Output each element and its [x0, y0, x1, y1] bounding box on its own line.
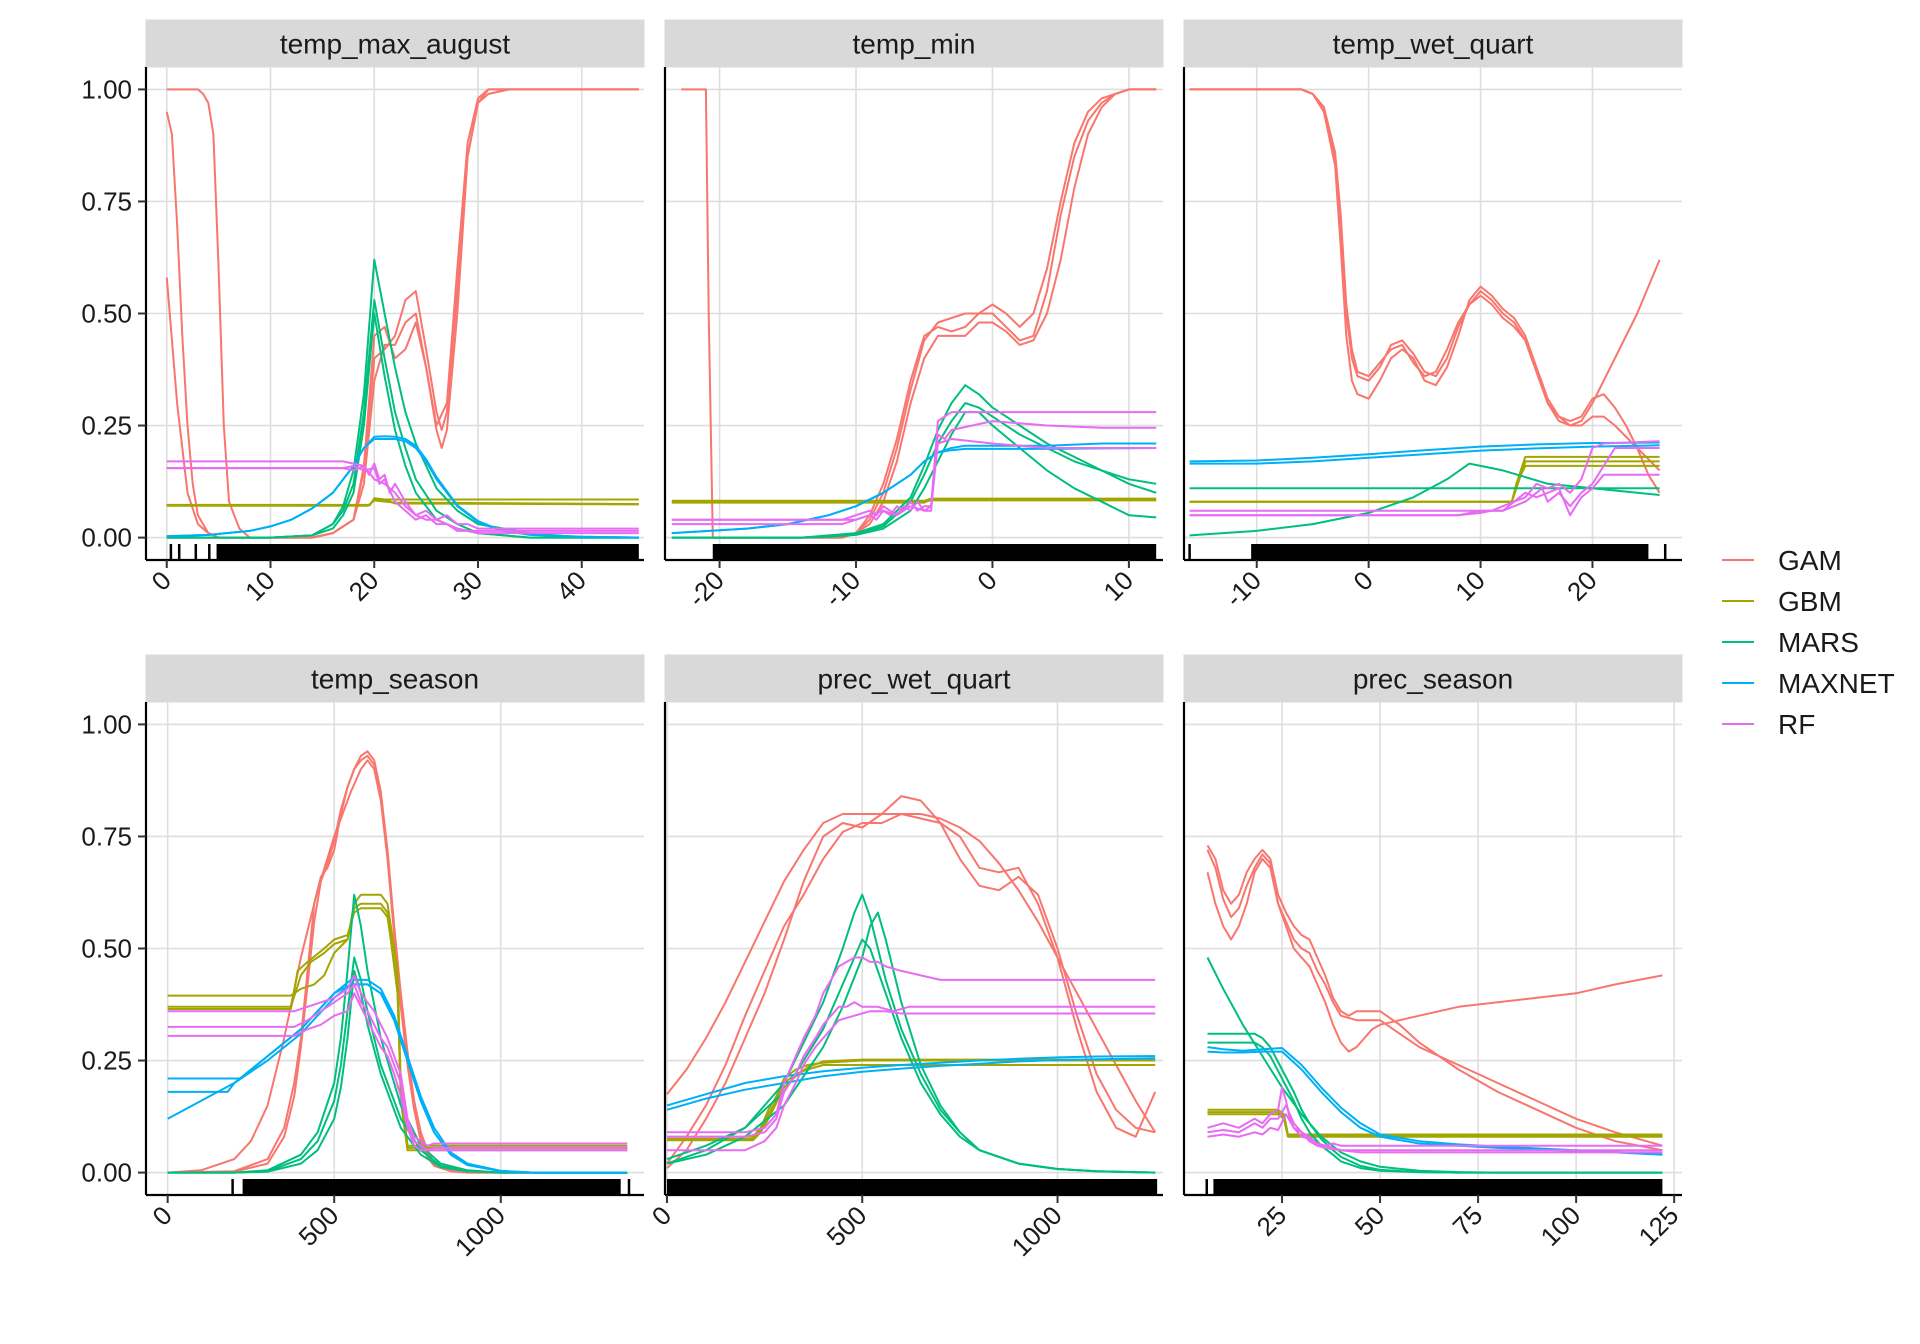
strip-prec-season — [1183, 654, 1683, 703]
line-gam — [1206, 849, 1663, 1147]
line-gam — [681, 88, 714, 538]
line-maxnet — [666, 1057, 1156, 1111]
strip-temp-min — [664, 19, 1164, 68]
strip-temp-season — [145, 654, 645, 703]
series-temp-wet-quart — [1189, 88, 1661, 537]
legend-item-gbm: GBM — [1722, 586, 1842, 617]
line-rf — [1207, 1104, 1663, 1154]
gridlines-temp-wet-quart — [1184, 67, 1682, 560]
line-maxnet — [167, 983, 628, 1174]
line-rf — [667, 1010, 1156, 1152]
line-gbm — [166, 499, 639, 507]
line-gam — [666, 795, 1156, 1169]
line-rf — [671, 438, 1157, 521]
line-maxnet — [671, 447, 1157, 535]
y-tick-label: 0.25 — [81, 1046, 132, 1076]
line-mars — [167, 956, 628, 1174]
series-temp-min — [671, 88, 1157, 539]
strip-title-temp-season: temp_season — [311, 664, 479, 695]
line-gbm — [671, 497, 1157, 502]
legend-label-gbm: GBM — [1778, 586, 1842, 617]
y-tick-label: 1.00 — [81, 74, 132, 104]
line-rf — [166, 464, 639, 535]
line-gam — [1189, 88, 1661, 472]
line-rf — [167, 974, 628, 1147]
legend-item-maxnet: MAXNET — [1722, 668, 1895, 699]
legend-label-maxnet: MAXNET — [1778, 668, 1895, 699]
rug-temp-min — [712, 544, 1157, 560]
line-gam — [666, 813, 1157, 1133]
strip-temp-wet-quart — [1183, 19, 1683, 68]
line-mars — [671, 411, 1157, 539]
line-rf — [1189, 473, 1660, 517]
gridlines-temp-min — [665, 67, 1163, 560]
line-rf — [671, 420, 1157, 521]
line-gam — [167, 759, 628, 1174]
line-maxnet — [666, 1055, 1156, 1107]
rug-band — [242, 1179, 621, 1195]
line-gam — [1206, 844, 1663, 1152]
line-rf — [667, 956, 1156, 1134]
strip-title-prec-season: prec_season — [1353, 664, 1513, 695]
y-tick-label: 1.00 — [81, 709, 132, 739]
line-mars — [1207, 1041, 1663, 1174]
legend-label-mars: MARS — [1778, 627, 1859, 658]
series-temp-season — [167, 750, 628, 1174]
rug-prec-season — [1205, 1179, 1663, 1195]
panel-temp-min: temp_min-20 -10 0 10 — [663, 19, 1164, 613]
y-tick-label: 0.25 — [81, 411, 132, 441]
strip-temp-max-august — [145, 19, 645, 68]
line-gam — [1206, 857, 1663, 1053]
strip-prec-wet-quart — [664, 654, 1164, 703]
rug-band — [1213, 1179, 1663, 1195]
line-gam — [666, 813, 1157, 1165]
series-prec-season — [1206, 844, 1663, 1174]
rug-band — [1251, 544, 1649, 560]
legend-label-gam: GAM — [1778, 545, 1842, 576]
legend-label-rf: RF — [1778, 709, 1815, 740]
y-tick-label: 0.50 — [81, 934, 132, 964]
legend: GAM GBM MARS MAXNET RF — [1722, 545, 1895, 740]
rug-band — [666, 1179, 1158, 1195]
line-gbm — [167, 907, 628, 1152]
y-tick-label: 0.75 — [81, 821, 132, 851]
rug-temp-max-august — [169, 544, 639, 560]
series-temp-max-august — [165, 88, 639, 539]
rug-prec-wet-quart — [666, 1179, 1158, 1195]
strip-title-temp-wet-quart: temp_wet_quart — [1333, 29, 1534, 60]
line-gam — [712, 88, 1157, 539]
line-maxnet — [1189, 444, 1660, 465]
legend-item-rf: RF — [1722, 709, 1815, 740]
strip-title-temp-min: temp_min — [853, 29, 976, 60]
rug-temp-wet-quart — [1188, 544, 1667, 560]
line-gam — [1189, 88, 1661, 427]
y-tick-label: 0.00 — [81, 1158, 132, 1188]
series-prec-wet-quart — [666, 795, 1157, 1174]
line-rf — [167, 992, 628, 1152]
line-mars — [167, 893, 628, 1174]
legend-item-mars: MARS — [1722, 627, 1859, 658]
y-tick-label: 0.50 — [81, 299, 132, 329]
y-tick-label: 0.00 — [81, 523, 132, 553]
rug-band — [216, 544, 639, 560]
line-gam — [712, 88, 1157, 539]
line-maxnet — [1189, 441, 1660, 463]
line-maxnet — [166, 435, 639, 539]
line-rf — [1189, 440, 1660, 517]
line-gbm — [1207, 1108, 1663, 1136]
rug-band — [712, 544, 1157, 560]
strip-title-prec-wet-quart: prec_wet_quart — [817, 664, 1010, 695]
strip-title-temp-max-august: temp_max_august — [280, 29, 511, 60]
line-rf — [667, 1001, 1156, 1138]
line-rf — [167, 983, 628, 1152]
rug-temp-season — [231, 1179, 631, 1195]
legend-item-gam: GAM — [1722, 545, 1842, 576]
line-maxnet — [1207, 1046, 1663, 1155]
y-tick-label: 0.75 — [81, 186, 132, 216]
line-rf — [1207, 1113, 1663, 1147]
